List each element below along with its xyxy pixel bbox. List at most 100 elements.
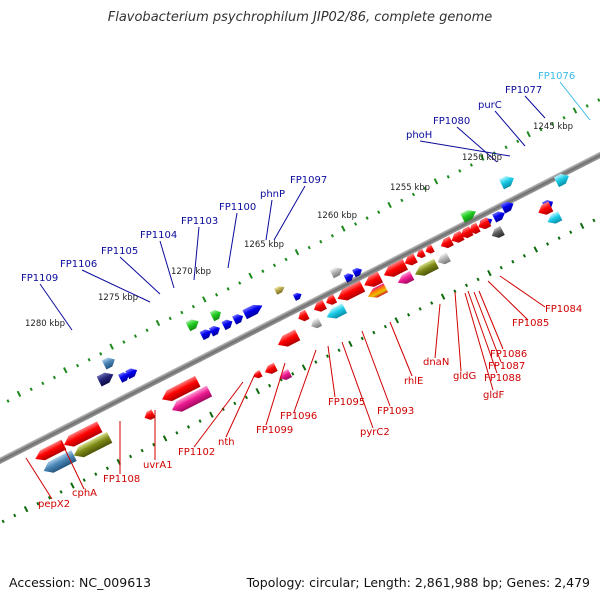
- scale-tick: [569, 230, 573, 234]
- gene-label: FP1084: [545, 304, 582, 315]
- scale-tick: [330, 234, 334, 238]
- scale-tick: [516, 139, 520, 144]
- scale-tick: [140, 448, 144, 453]
- gene-arrow: [208, 325, 220, 337]
- gene-arrow: [500, 201, 514, 214]
- gene-label: FP1102: [178, 447, 215, 458]
- gene-arrow: [101, 357, 115, 370]
- scale-tick: [314, 360, 318, 364]
- gene-arrow: [326, 294, 338, 305]
- gene-arrow: [492, 211, 505, 223]
- scale-tick: [480, 154, 485, 161]
- scale-tick: [70, 482, 75, 489]
- scale-tick: [592, 218, 596, 223]
- gene-arrow: [311, 317, 323, 329]
- gene-label: FP1097: [290, 175, 327, 186]
- scale-tick: [550, 121, 555, 126]
- label-leader: [434, 303, 441, 359]
- scale-tick: [440, 293, 446, 300]
- gene-arrow: [118, 372, 130, 383]
- scale-tick: [59, 490, 63, 494]
- scale-tick: [191, 304, 195, 309]
- gene-label: FP1108: [103, 474, 140, 485]
- scale-tick: [94, 472, 98, 476]
- scale-tick: [522, 254, 526, 258]
- gene-label: FP1086: [490, 349, 527, 360]
- scale-tick: [325, 354, 330, 358]
- gene-arrow: [547, 211, 563, 224]
- scale-tick: [47, 495, 52, 500]
- scale-tick: [360, 336, 364, 341]
- scale-tick: [41, 381, 45, 386]
- gene-arrow: [172, 385, 213, 412]
- gene-arrow: [35, 439, 67, 461]
- scale-tick: [458, 169, 462, 173]
- scale-tick: [487, 269, 492, 277]
- scale-tick: [87, 357, 91, 362]
- scale-tick: [341, 225, 346, 232]
- scale-tick: [128, 454, 133, 459]
- gene-arrow: [221, 319, 233, 331]
- gene-label: FP1106: [60, 259, 97, 270]
- gene-arrow: [273, 286, 285, 295]
- forward-scale-ticks: [6, 98, 600, 403]
- label-leader: [389, 321, 413, 377]
- gene-arrow: [199, 329, 212, 341]
- gene-label: phoH: [406, 130, 432, 141]
- scale-tick: [348, 340, 353, 348]
- gene-arrow: [313, 299, 327, 312]
- label-leader: [225, 373, 256, 438]
- label-leader: [60, 440, 85, 490]
- scale-tick: [233, 401, 237, 406]
- scale-tick: [221, 407, 225, 412]
- scale-tick: [545, 242, 550, 246]
- scale-tick: [255, 387, 261, 395]
- gene-arrow: [162, 375, 201, 402]
- scale-tick: [109, 343, 114, 350]
- scale-tick: [572, 107, 578, 114]
- gene-arrow: [553, 173, 569, 188]
- gene-label: FP1093: [377, 406, 414, 417]
- scale-tick: [198, 419, 202, 423]
- gene-arrow: [460, 210, 476, 223]
- scale-tick: [63, 367, 68, 374]
- scale-tick: [307, 245, 311, 250]
- gene-arrow: [337, 280, 366, 301]
- label-leader: [193, 226, 200, 281]
- scale-tick: [13, 513, 17, 518]
- scale-tick: [248, 272, 253, 279]
- scale-labels: 1245 kbp 1250 kbp 1255 kbp 1260 kbp 1265 kbp…: [25, 122, 573, 329]
- scale-tick: [186, 425, 191, 429]
- scale-tick: [238, 281, 242, 285]
- scale-tick: [365, 216, 369, 220]
- reverse-genes: [35, 201, 563, 473]
- gene-arrow: [298, 309, 310, 322]
- gene-arrow: [364, 271, 384, 287]
- scale-tick: [133, 334, 138, 338]
- scale-tick: [418, 307, 422, 311]
- scale-tick: [387, 201, 392, 209]
- label-leader: [159, 240, 175, 289]
- scale-tick: [36, 501, 40, 506]
- scale-tick: [579, 222, 585, 229]
- scale-tick: [372, 330, 376, 335]
- gene-arrow: [144, 409, 156, 420]
- scale-tick: [585, 104, 589, 108]
- gene-label: FP1085: [512, 318, 549, 329]
- gene-arrow: [279, 368, 293, 380]
- label-leader: [361, 330, 391, 407]
- scale-tick-label: 1270 kbp: [171, 267, 211, 277]
- label-leader: [81, 269, 151, 303]
- gene-arrow: [264, 362, 278, 374]
- label-leader: [559, 81, 591, 121]
- scale-tick: [511, 259, 515, 264]
- scale-tick: [294, 249, 300, 256]
- gene-label: FP1099: [256, 425, 293, 436]
- gene-arrow: [491, 226, 505, 238]
- gene-arrow: [538, 201, 554, 215]
- label-leader: [464, 292, 494, 391]
- scale-tick-label: 1260 kbp: [317, 211, 357, 221]
- scale-tick: [267, 383, 272, 388]
- scale-tick: [394, 317, 400, 324]
